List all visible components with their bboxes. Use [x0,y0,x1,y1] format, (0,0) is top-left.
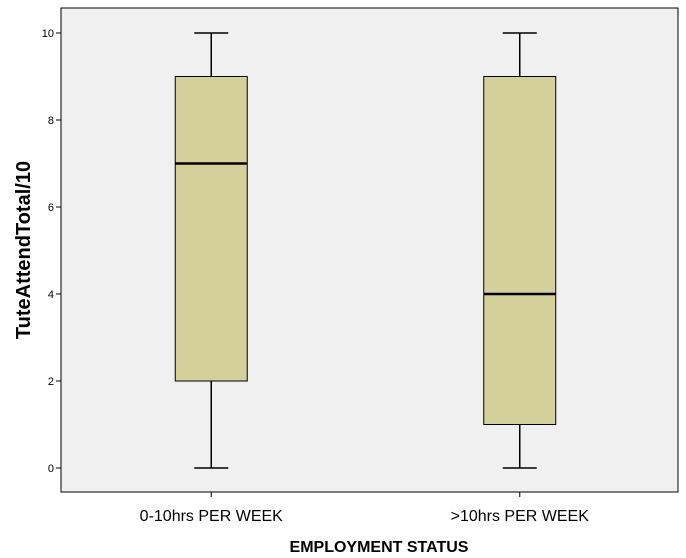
y-tick-label: 0 [48,463,54,475]
x-axis-title: EMPLOYMENT STATUS [290,539,469,556]
box-1 [174,32,248,469]
y-axis-ticks: 0 2 4 6 8 10 [42,28,61,475]
y-tick-label: 4 [48,289,54,301]
x-axis-tick-labels: 0-10hrs PER WEEK >10hrs PER WEEK [140,492,590,525]
y-tick-label: 10 [42,28,54,40]
iqr-box [174,76,248,382]
y-tick-label: 6 [48,202,54,214]
box-2 [483,32,557,469]
iqr-box [483,76,557,425]
box-series [174,32,557,469]
y-axis-title: TuteAttendTotal/10 [13,161,35,339]
plot-area [60,7,679,493]
x-tick-label: >10hrs PER WEEK [451,508,590,525]
x-tick-label: 0-10hrs PER WEEK [140,508,283,525]
y-tick-label: 2 [48,376,54,388]
y-tick-label: 8 [48,115,54,127]
